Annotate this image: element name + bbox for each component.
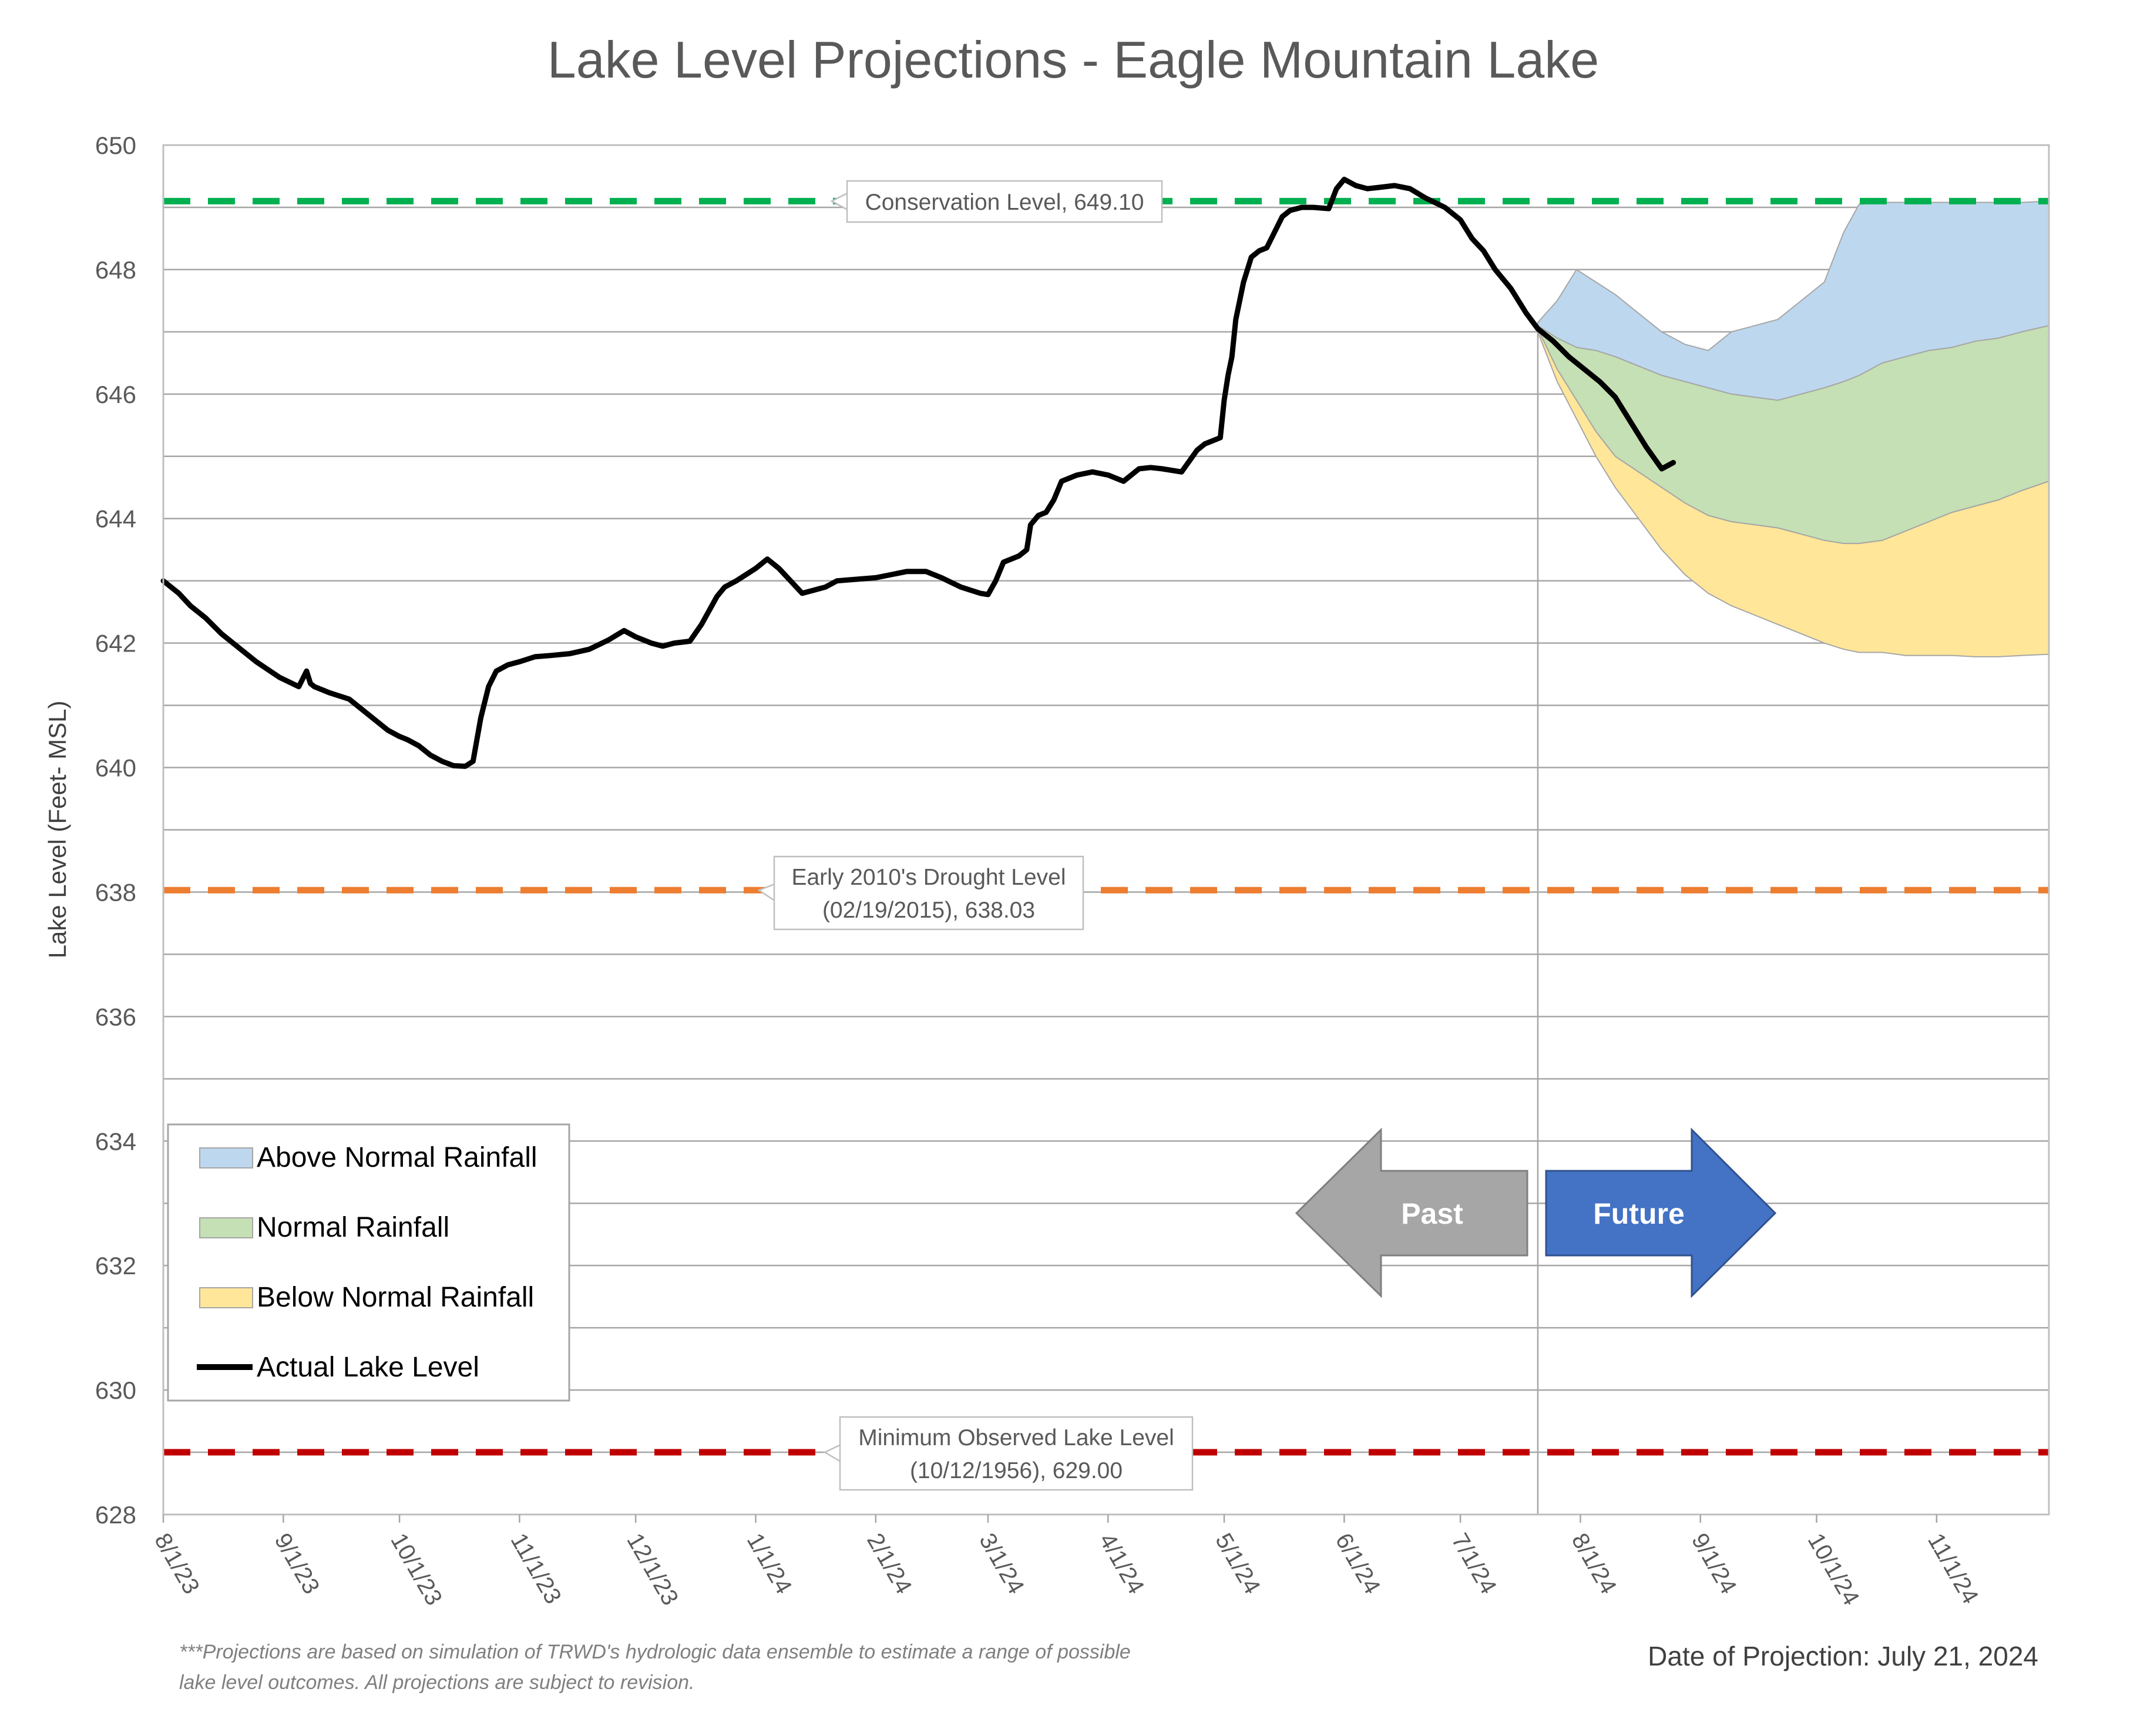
legend-swatch [199, 1217, 253, 1238]
callout-text: (10/12/1956), 629.00 [910, 1458, 1123, 1483]
x-tick-label: 7/1/24 [1446, 1529, 1501, 1599]
legend-box [167, 1123, 570, 1402]
x-tick-label: 8/1/24 [1567, 1529, 1622, 1599]
actual-lake-level [160, 176, 1676, 769]
footnote: ***Projections are based on simulation o… [179, 1641, 1131, 1694]
past-future-arrows: Past Future [1295, 1127, 1777, 1298]
future-arrow-label: Future [1593, 1197, 1685, 1230]
y-tick-label: 648 [95, 256, 136, 284]
chart-title: Lake Level Projections - Eagle Mountain … [547, 31, 1599, 89]
past-arrow-label: Past [1401, 1197, 1463, 1230]
y-tick-label: 650 [95, 132, 136, 159]
y-tick-label: 634 [95, 1127, 136, 1155]
legend-label: Normal Rainfall [257, 1212, 449, 1243]
y-tick-label: 642 [95, 630, 136, 657]
x-tick-label: 10/1/23 [385, 1529, 447, 1610]
x-tick-label: 2/1/24 [862, 1529, 917, 1599]
x-tick-label: 9/1/24 [1686, 1529, 1742, 1599]
x-axis: 8/1/23 9/1/23 10/1/23 11/1/23 12/1/23 1/1/24 2… [149, 1515, 1983, 1610]
date-of-projection: Date of Projection: July 21, 2024 [1648, 1641, 2038, 1671]
callout-text: Minimum Observed Lake Level [858, 1425, 1174, 1450]
legend-label: Actual Lake Level [257, 1352, 479, 1383]
x-tick-label: 1/1/24 [742, 1529, 797, 1599]
x-tick-label: 8/1/23 [149, 1529, 204, 1599]
legend-label: Below Normal Rainfall [257, 1282, 534, 1313]
x-tick-label: 12/1/23 [621, 1529, 683, 1610]
y-tick-label: 638 [95, 878, 136, 906]
legend-swatch [199, 1287, 253, 1308]
x-tick-label: 10/1/24 [1803, 1529, 1864, 1610]
y-tick-label: 636 [95, 1003, 136, 1030]
legend-swatch [199, 1147, 253, 1168]
callout-box [839, 1416, 1194, 1491]
x-tick-label: 3/1/24 [974, 1529, 1029, 1599]
actual-lake-level-line [160, 176, 1676, 769]
plot-area-border [162, 144, 2050, 1516]
x-tick-label: 5/1/24 [1210, 1529, 1265, 1599]
y-tick-label: 630 [95, 1376, 136, 1404]
reference-callouts: Conservation Level, 649.10 Early 2010's D… [757, 180, 1194, 1491]
legend: Above Normal Rainfall Normal Rainfall Belo… [167, 1123, 570, 1402]
y-tick-label: 632 [95, 1252, 136, 1280]
callout-text: Conservation Level, 649.10 [865, 190, 1144, 215]
callout-text: (02/19/2015), 638.03 [822, 898, 1035, 923]
x-tick-label: 9/1/23 [270, 1529, 325, 1599]
callout-box [846, 180, 1163, 223]
past-arrow [1295, 1127, 1528, 1298]
legend-label: Above Normal Rainfall [257, 1142, 537, 1173]
y-tick-label: 644 [95, 505, 136, 533]
x-tick-label: 4/1/24 [1094, 1529, 1150, 1599]
y-axis: 628 630 632 634 636 638 640 642 644 646 648 650 [95, 132, 136, 1529]
x-tick-label: 11/1/23 [506, 1529, 566, 1609]
x-tick-label: 11/1/24 [1923, 1529, 1983, 1609]
callout-box [773, 855, 1084, 931]
y-tick-label: 640 [95, 754, 136, 782]
projection-bands [1537, 200, 2049, 657]
callout-text: Early 2010's Drought Level [791, 865, 1066, 890]
y-axis-label: Lake Level (Feet- MSL) [43, 701, 71, 959]
y-tick-label: 646 [95, 381, 136, 408]
x-tick-label: 6/1/24 [1330, 1529, 1386, 1599]
y-tick-label: 628 [95, 1501, 136, 1529]
future-arrow [1545, 1127, 1777, 1298]
